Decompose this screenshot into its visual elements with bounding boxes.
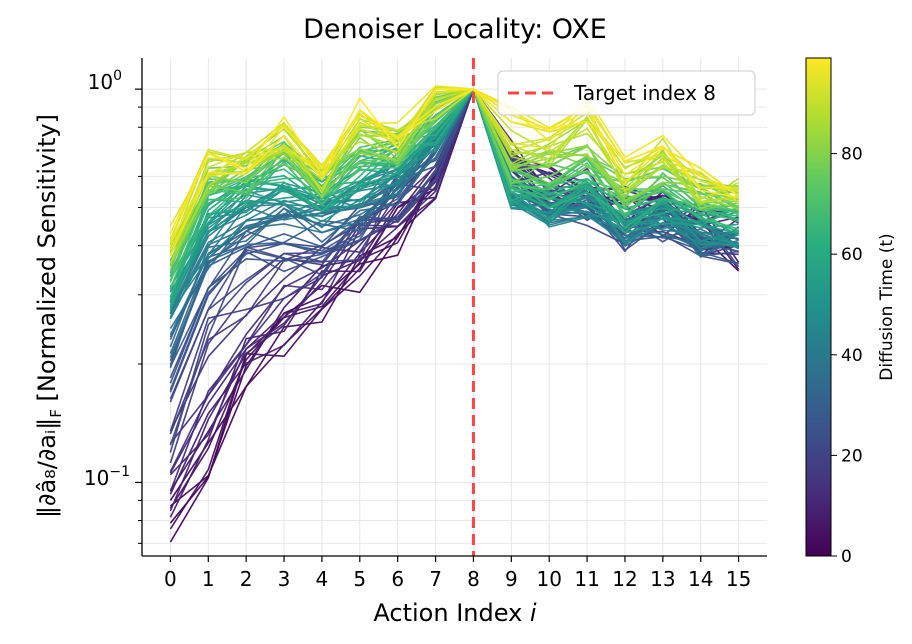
- x-tick-label-1: 1: [202, 567, 215, 591]
- x-tick-label-14: 14: [688, 567, 713, 591]
- legend-label: Target index 8: [573, 81, 716, 105]
- series-group: [169, 85, 740, 543]
- x-tick-label-7: 7: [429, 567, 442, 591]
- series-line-t98: [169, 88, 740, 256]
- colorbar-tick-label-3: 60: [841, 245, 863, 265]
- x-tick-label-12: 12: [612, 567, 637, 591]
- x-tick-label-8: 8: [467, 567, 480, 591]
- x-tick-label-13: 13: [650, 567, 675, 591]
- series-line-t11: [169, 88, 739, 474]
- x-tick-label-2: 2: [240, 567, 253, 591]
- y-axis-label: ‖∂â₈/∂aᵢ‖F [Normalized Sensitivity]: [33, 114, 65, 518]
- series-line-t10: [169, 88, 740, 476]
- x-tick-label-10: 10: [536, 567, 561, 591]
- series-line-t13: [169, 88, 739, 473]
- x-tick-label-9: 9: [505, 567, 518, 591]
- x-axis-label: Action Index i: [373, 599, 537, 627]
- chart-title: Denoiser Locality: OXE: [303, 14, 607, 45]
- x-tick-label-0: 0: [164, 567, 177, 591]
- series-line-t38: [169, 88, 739, 336]
- series-line-t95: [169, 88, 740, 251]
- y-ticks: [135, 88, 142, 544]
- series-line-t97: [169, 88, 739, 242]
- colorbar-gradient: [806, 58, 831, 556]
- x-tick-label-11: 11: [574, 567, 599, 591]
- x-tick-label-5: 5: [353, 567, 366, 591]
- series-line-t53: [169, 88, 739, 293]
- x-ticks: 0 1 2 3 4 5 6 7 8 9 10 11 12 13 14 15: [164, 556, 751, 591]
- colorbar-tick-label-2: 40: [841, 346, 863, 366]
- colorbar-tick-label-4: 80: [841, 145, 863, 165]
- x-tick-label-15: 15: [726, 567, 751, 591]
- colorbar-ticks: 0 20 40 60 80: [831, 145, 863, 567]
- y-tick-label-1e0: 100: [88, 68, 122, 94]
- y-tick-label-1e-1: 10−1: [84, 464, 130, 490]
- colorbar-tick-label-1: 20: [841, 446, 863, 466]
- series-line-t99: [169, 88, 739, 234]
- x-tick-label-3: 3: [278, 567, 291, 591]
- legend: Target index 8: [497, 70, 756, 116]
- series-line-t26: [169, 88, 739, 391]
- colorbar-label: Diffusion Time (t): [877, 233, 897, 380]
- series-line-t49: [169, 88, 740, 293]
- colorbar-tick-label-0: 0: [841, 547, 852, 567]
- legend-box: [497, 70, 756, 116]
- x-tick-label-4: 4: [316, 567, 329, 591]
- x-tick-label-6: 6: [391, 567, 404, 591]
- colorbar-frame: [805, 57, 832, 557]
- colorbar: 0 20 40 60 80 Diffusion Time (t): [805, 57, 897, 567]
